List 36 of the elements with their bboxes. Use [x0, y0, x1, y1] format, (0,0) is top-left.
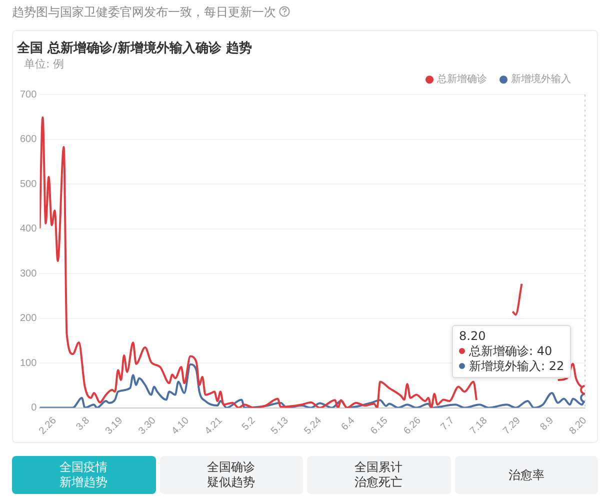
x-tick-label: 3.19	[104, 414, 126, 437]
x-tick-label: 5.24	[302, 414, 324, 437]
x-tick-label: 7.29	[501, 414, 524, 437]
x-tick-label: 8.9	[538, 414, 556, 433]
x-tick-label: 7.18	[468, 414, 490, 437]
x-tick-label: 6.26	[402, 414, 424, 437]
x-tick-label: 8.20	[568, 414, 590, 437]
y-tick-label: 0	[31, 402, 38, 414]
text: 全国累计治愈死亡	[354, 460, 404, 490]
y-axis-title: 单位: 例	[24, 57, 64, 70]
y-tick-label: 200	[20, 313, 38, 324]
chart-title: 全国 总新增确诊/新增境外输入确诊 趋势	[16, 40, 252, 56]
legend-label: 总新增确诊	[436, 73, 487, 86]
x-tick-label: 3.8	[74, 414, 92, 433]
x-tick-label: 3.30	[136, 414, 159, 437]
y-tick-label: 600	[20, 134, 38, 146]
y-tick-label: 500	[20, 178, 38, 190]
text: 趋势图与国家卫健委官网发布一致，每日更新一次	[12, 4, 277, 21]
y-tick-label: 300	[20, 268, 38, 280]
x-tick-label: 4.21	[202, 414, 225, 437]
y-tick-label: 400	[20, 224, 38, 235]
y-tick-label: 700	[20, 89, 38, 100]
x-tick-label: 7.7	[438, 414, 457, 433]
y-tick-label: 100	[20, 358, 38, 369]
text: 全国确诊疑似趋势	[206, 460, 256, 490]
text: 全国疫情新增趋势	[58, 460, 109, 490]
annotation: 8.20	[459, 328, 487, 344]
annotation: 总新增确诊: 40	[468, 344, 554, 359]
x-tick-label: 4.10	[170, 414, 192, 437]
text: 治愈率	[508, 468, 544, 482]
x-tick-label: 6.15	[368, 414, 391, 437]
x-tick-label: 5.2	[240, 414, 258, 433]
x-tick-label: 6.4	[339, 414, 358, 433]
legend-label: 新增境外输入	[511, 73, 571, 86]
annotation: 新增境外输入: 22	[468, 358, 564, 374]
x-tick-label: 5.13	[269, 414, 292, 437]
